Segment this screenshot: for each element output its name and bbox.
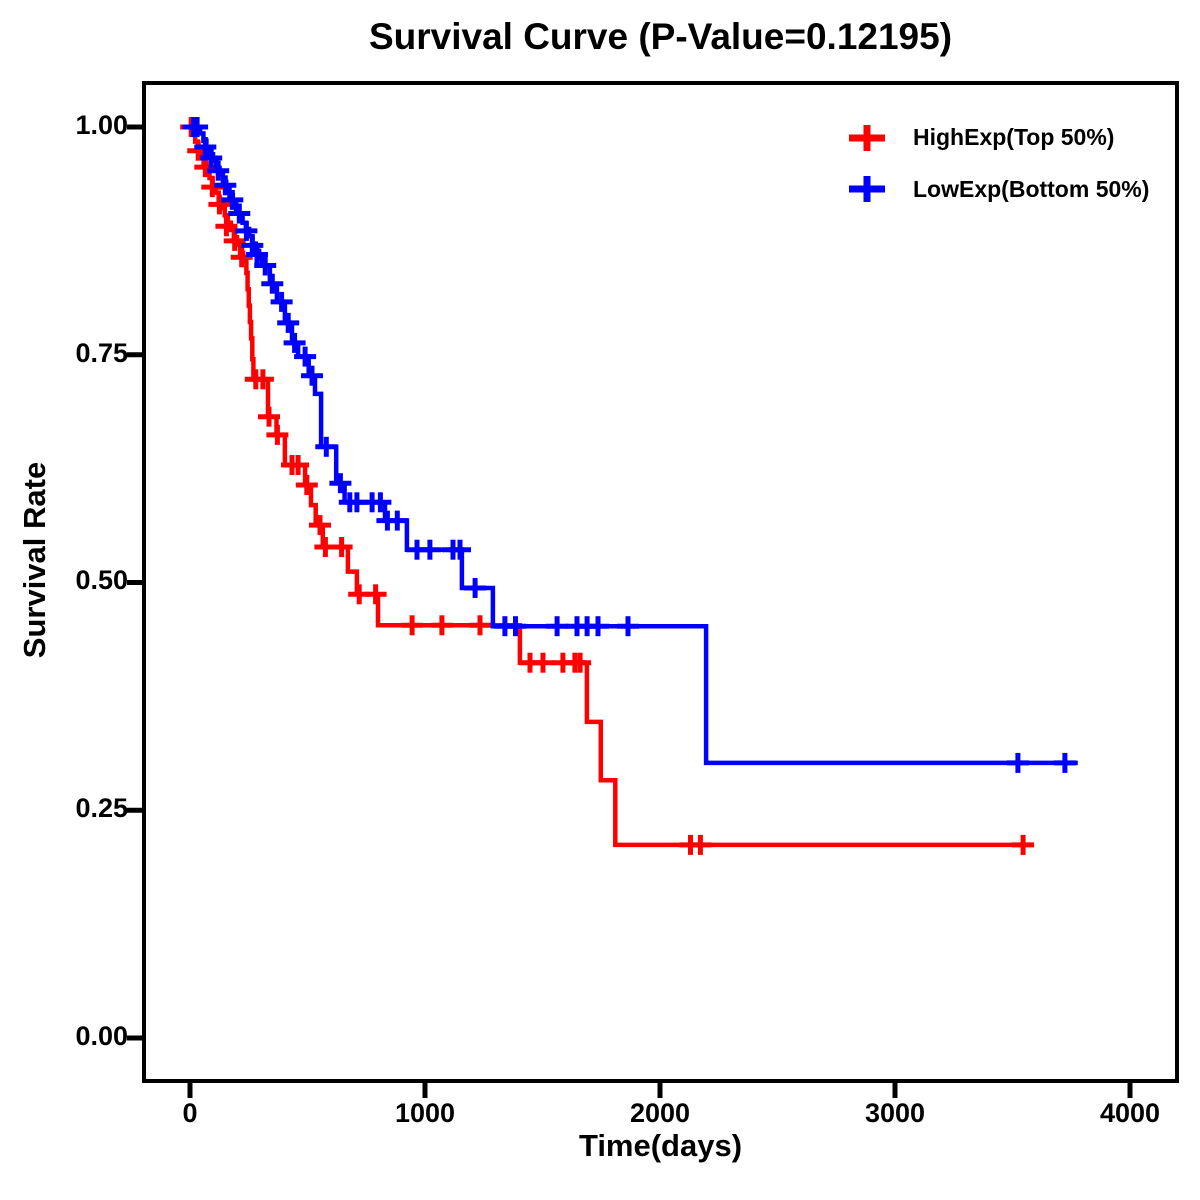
- x-axis-label: Time(days): [578, 1128, 743, 1163]
- y-tick-label: 0.25: [75, 793, 128, 823]
- chart-title: Survival Curve (P-Value=0.12195): [368, 16, 953, 57]
- y-tick-label: 0.75: [75, 338, 128, 368]
- y-tick-label: 0.00: [75, 1021, 128, 1051]
- x-tick-label: 4000: [1099, 1098, 1161, 1128]
- legend-label-lowexp: LowExp(Bottom 50%): [913, 176, 1150, 202]
- x-tick-label: 1000: [394, 1098, 456, 1128]
- x-tick-label: 0: [182, 1098, 198, 1128]
- y-axis-label: Survival Rate: [17, 461, 52, 659]
- legend-label-highexp: HighExp(Top 50%): [913, 124, 1115, 150]
- x-tick-label: 2000: [629, 1098, 691, 1128]
- y-tick-label: 0.50: [75, 565, 128, 595]
- x-tick-label: 3000: [864, 1098, 926, 1128]
- y-tick-label: 1.00: [75, 110, 128, 140]
- plot-frame: [142, 81, 1179, 1083]
